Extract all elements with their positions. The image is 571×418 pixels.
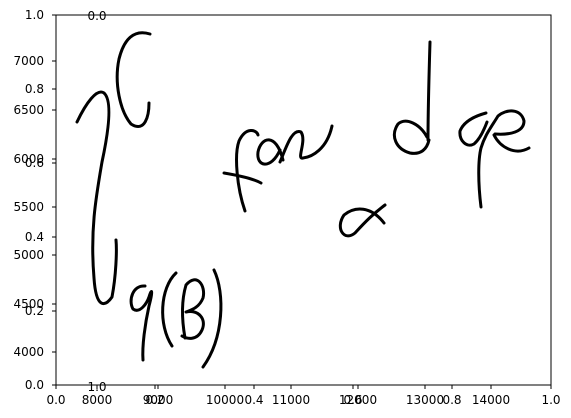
x-inner-tick-label-1: 9000 (143, 393, 174, 407)
B-letter (180, 278, 206, 340)
d-stem (426, 40, 432, 142)
x-tick-label-2: 0.4 (244, 393, 263, 407)
y-inner-tick-label-4: 6000 (13, 152, 44, 166)
x-tick-label-5: 1.0 (541, 393, 560, 407)
y-inner-tick-label-2: 5000 (13, 248, 44, 262)
plot-frame (55, 14, 552, 386)
overlap-label-bottom: 1.0 (87, 380, 106, 394)
a-letter (256, 138, 285, 166)
x-inner-tick-label-0: 8000 (82, 393, 113, 407)
paren-right (201, 268, 223, 369)
y-axis-outer: 0.0 0.2 0.4 0.6 0.8 1.0 (25, 8, 56, 392)
x-tick-label-0: 0.0 (46, 393, 65, 407)
x-tick-label-1: 0.2 (145, 393, 164, 407)
t-crossbar (222, 171, 263, 185)
integral-top-hook (115, 31, 152, 128)
n-letter (278, 124, 334, 164)
phi-final-tail (492, 133, 531, 153)
x-inner-tick-label-3: 11000 (272, 393, 310, 407)
phi-stroke (129, 284, 154, 362)
x-tick-label-4: 0.8 (442, 393, 461, 407)
y-tick-label-4: 0.8 (25, 82, 44, 96)
x-axis-outer: 0.0 0.2 0.4 0.6 0.8 1.0 (46, 385, 561, 407)
y-axis-inner: 4000 4500 5000 5500 6000 6500 7000 (13, 54, 56, 359)
y-inner-tick-label-0: 4000 (13, 345, 44, 359)
paren-left (161, 271, 178, 348)
overlap-label-top: 0.0 (87, 9, 106, 23)
y-tick-label-5: 1.0 (25, 8, 44, 22)
x-inner-tick-label-4: 12000 (339, 393, 377, 407)
y-tick-label-3: 0.6 (25, 156, 44, 170)
alpha-letter (338, 203, 387, 238)
y-inner-tick-label-1: 4500 (13, 297, 44, 311)
t-letter (235, 129, 260, 213)
integral-sign (75, 90, 118, 306)
y-inner-tick-label-3: 5500 (13, 200, 44, 214)
x-inner-tick-label-5: 13000 (406, 393, 444, 407)
y-tick-label-0: 0.0 (25, 378, 44, 392)
x-inner-tick-label-2: 10000 (206, 393, 244, 407)
y-inner-tick-label-6: 7000 (13, 54, 44, 68)
phi-final-loop (458, 111, 489, 147)
d-bowl (393, 119, 431, 155)
phi-final-stem (477, 109, 526, 209)
x-tick-label-3: 0.6 (343, 393, 362, 407)
y-tick-label-2: 0.4 (25, 230, 44, 244)
y-tick-label-1: 0.2 (25, 304, 44, 318)
x-axis-inner: 8000 9000 10000 11000 12000 13000 14000 (82, 385, 510, 407)
x-inner-tick-label-6: 14000 (472, 393, 510, 407)
handwritten-expression (75, 31, 531, 369)
y-inner-tick-label-5: 6500 (13, 103, 44, 117)
